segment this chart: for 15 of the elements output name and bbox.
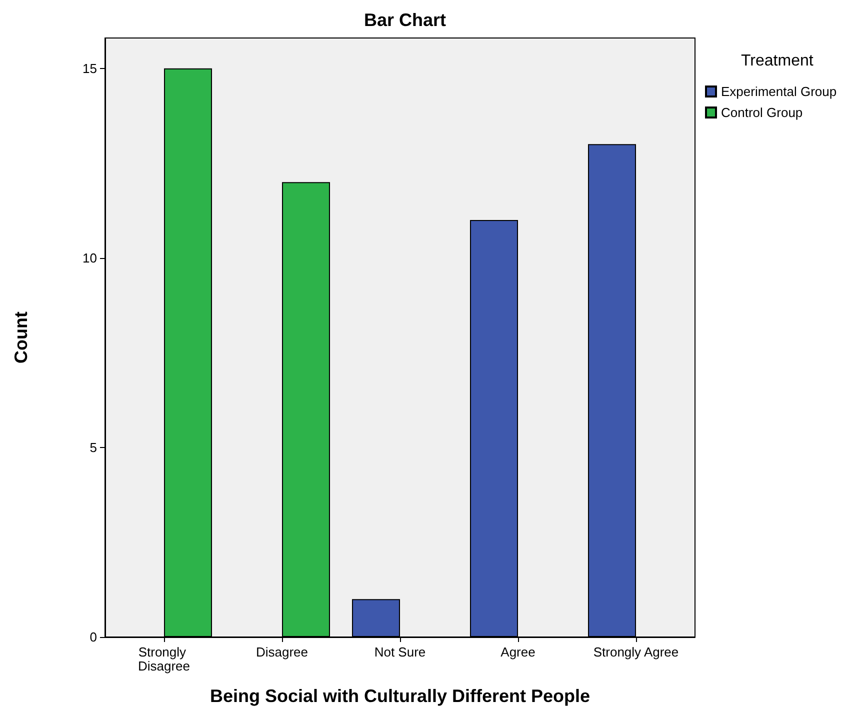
- chart-title: Bar Chart: [364, 10, 446, 30]
- legend-label: Experimental Group: [721, 84, 837, 99]
- y-tick-label: 15: [82, 60, 97, 76]
- x-tick-label: Not Sure: [374, 644, 426, 660]
- x-axis-title: Being Social with Culturally Different People: [210, 686, 590, 706]
- x-tick-label: Strongly Disagree: [138, 644, 190, 674]
- x-tick-label: Strongly Agree: [593, 644, 679, 660]
- y-tick-label: 0: [90, 630, 97, 644]
- legend-label: Control Group: [721, 105, 803, 120]
- y-tick-label: 10: [82, 250, 97, 266]
- y-tick-label: 5: [90, 440, 97, 455]
- y-axis-title: Count: [11, 312, 31, 364]
- x-tick-label: Disagree: [256, 644, 308, 660]
- x-tick-label: Agree: [500, 644, 536, 660]
- legend-title: Treatment: [741, 52, 814, 70]
